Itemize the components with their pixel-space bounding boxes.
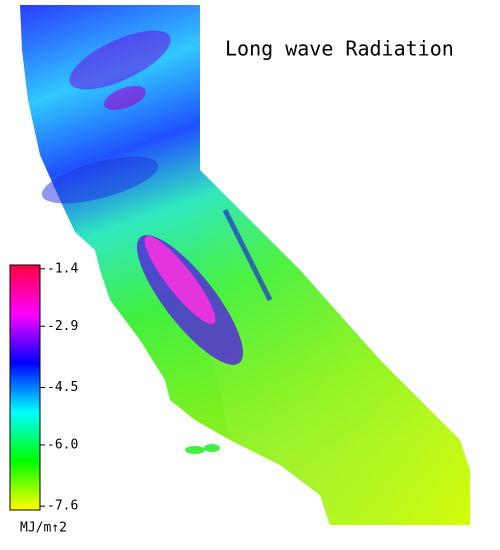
title: Long wave Radiation [225, 37, 454, 61]
colorbar-ramp [9, 264, 41, 511]
unit-label: MJ/m↑2 [20, 521, 67, 536]
california [20, 5, 470, 525]
colorbar-tick-label: -6.0 [47, 437, 78, 452]
colorbar-tick-label: -2.9 [47, 319, 78, 334]
colorbar: -1.4 -2.9 -4.5 -6.0 -7.6 [9, 261, 78, 514]
colorbar-tick-label: -1.4 [47, 261, 78, 276]
colorbar-tick-label: -7.6 [47, 499, 78, 514]
colorbar-tick-label: -4.5 [47, 380, 78, 395]
